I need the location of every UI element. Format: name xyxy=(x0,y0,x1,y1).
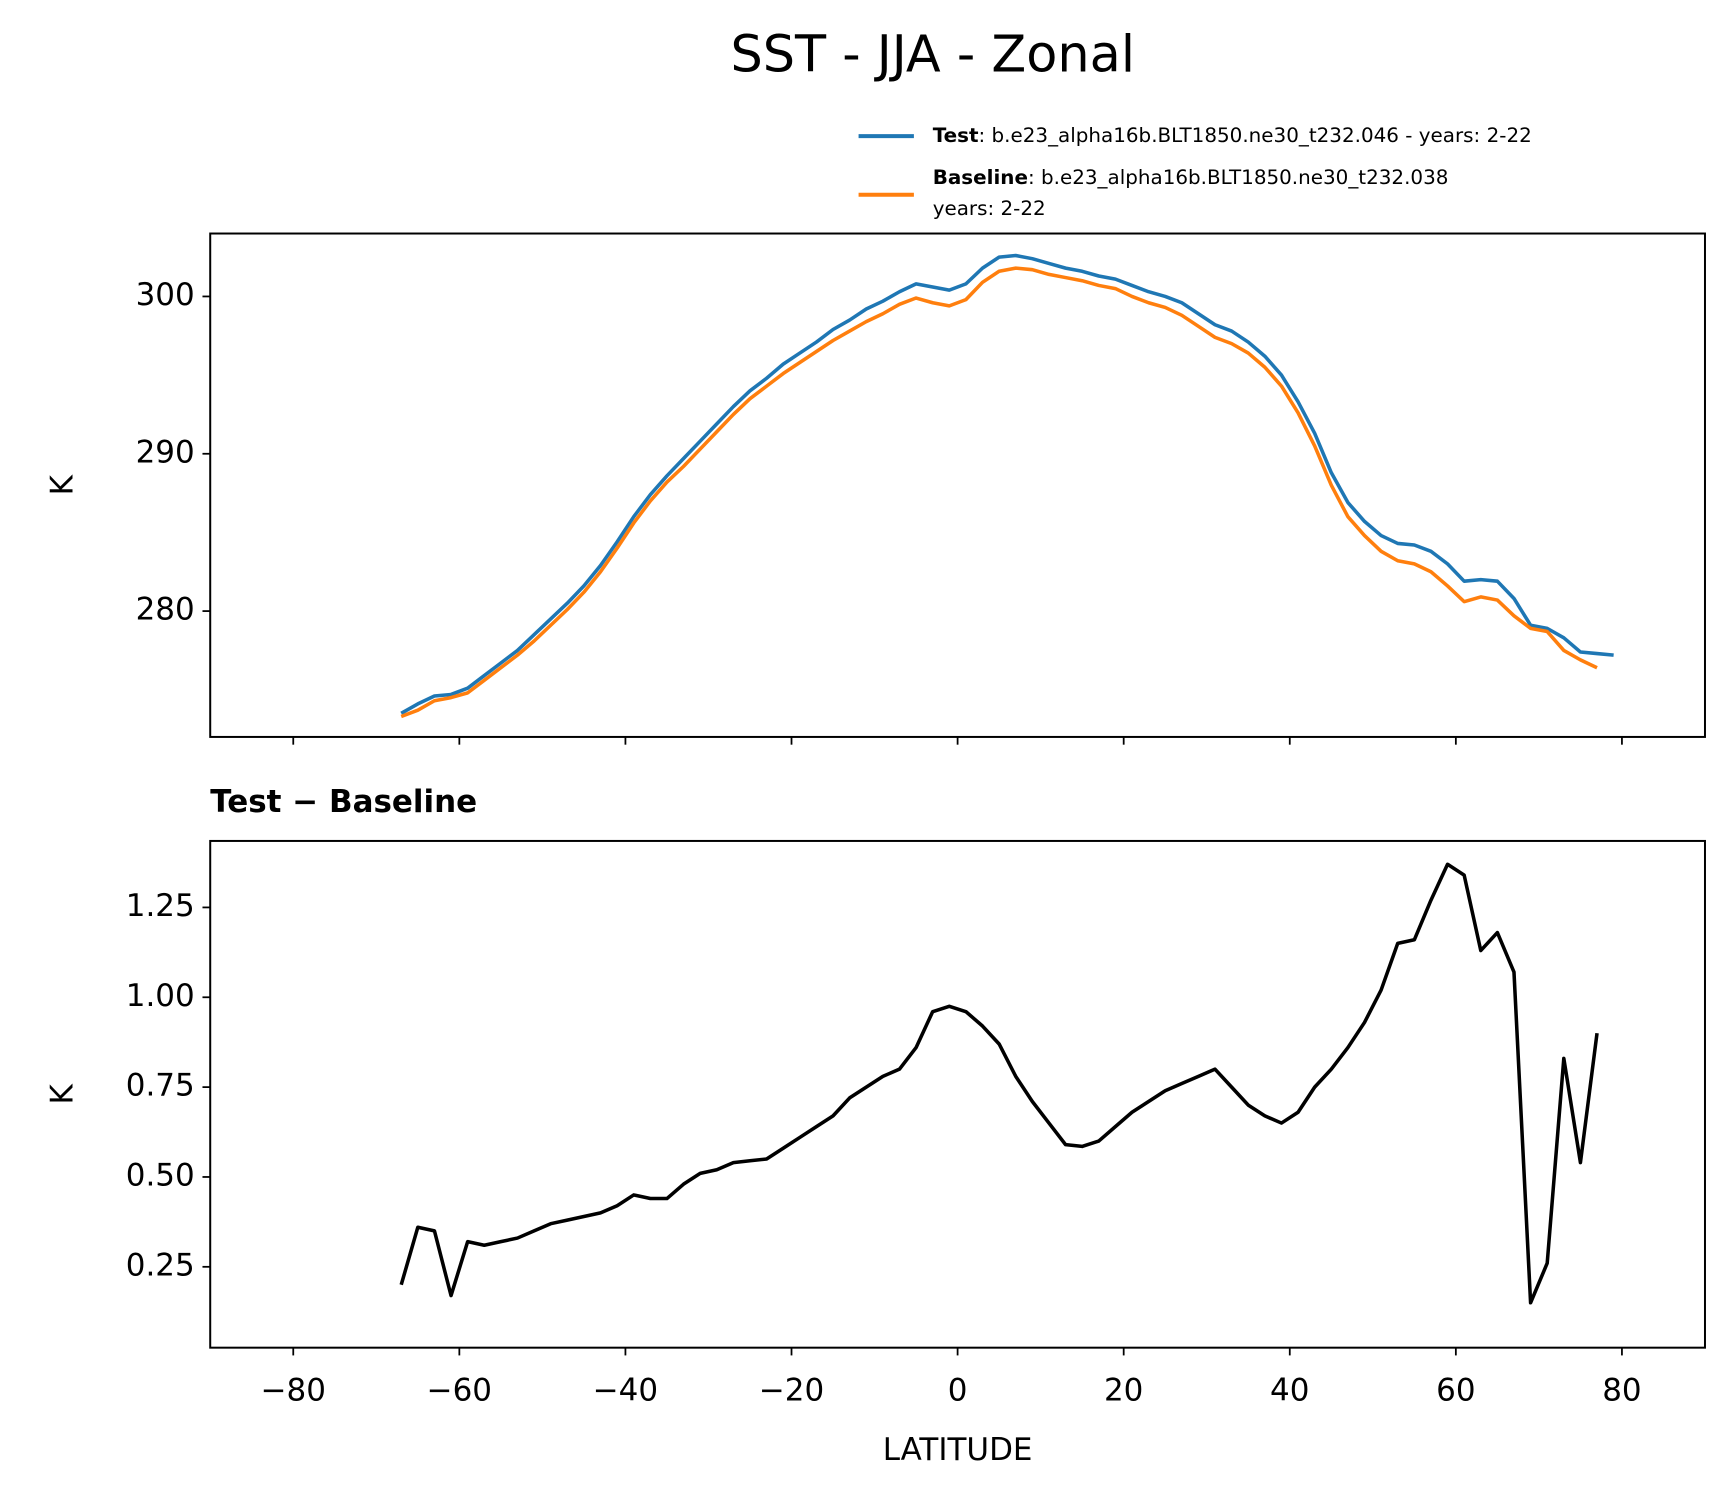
legend-text: years: 2-22 xyxy=(933,197,1046,220)
x-tick-label: −60 xyxy=(427,1372,492,1408)
legend-text: : b.e23_alpha16b.BLT1850.ne30_t232.038 xyxy=(1028,166,1448,189)
x-tick-label: 20 xyxy=(1104,1372,1143,1408)
x-tick-label: 60 xyxy=(1436,1372,1475,1408)
y-tick-label: 280 xyxy=(136,592,195,628)
x-axis-label: LATITUDE xyxy=(883,1432,1033,1468)
y-axis-label: K xyxy=(45,474,81,495)
y-tick-label: 0.25 xyxy=(126,1247,195,1283)
x-tick-label: −20 xyxy=(759,1372,824,1408)
data-line xyxy=(400,253,1614,715)
legend-text: : b.e23_alpha16b.BLT1850.ne30_t232.046 -… xyxy=(979,124,1532,147)
x-tick-label: −40 xyxy=(593,1372,658,1408)
y-tick-label: 0.50 xyxy=(126,1157,195,1193)
plot-frame xyxy=(209,232,1706,738)
data-line xyxy=(400,266,1598,719)
x-tick-label: 0 xyxy=(948,1372,968,1408)
x-tick-label: 80 xyxy=(1602,1372,1641,1408)
x-tick-label: −80 xyxy=(261,1372,326,1408)
figure-title: SST - JJA - Zonal xyxy=(730,26,1135,85)
legend-series-name: Baseline xyxy=(933,166,1028,189)
x-tick-label: 40 xyxy=(1270,1372,1309,1408)
y-tick-label: 290 xyxy=(136,434,195,470)
y-tick-label: 0.75 xyxy=(126,1068,195,1104)
legend-label: Baseline: b.e23_alpha16b.BLT1850.ne30_t2… xyxy=(933,166,1449,220)
data-line xyxy=(399,862,1599,1305)
plot-frame xyxy=(209,839,1706,1349)
y-axis-label: K xyxy=(45,1083,81,1104)
y-tick-label: 1.25 xyxy=(126,888,195,924)
legend-series-name: Test xyxy=(933,124,979,147)
legend-label: Test: b.e23_alpha16b.BLT1850.ne30_t232.0… xyxy=(933,124,1532,147)
panel-title: Test − Baseline xyxy=(210,784,477,820)
y-tick-label: 300 xyxy=(136,277,195,313)
y-tick-label: 1.00 xyxy=(126,978,195,1014)
